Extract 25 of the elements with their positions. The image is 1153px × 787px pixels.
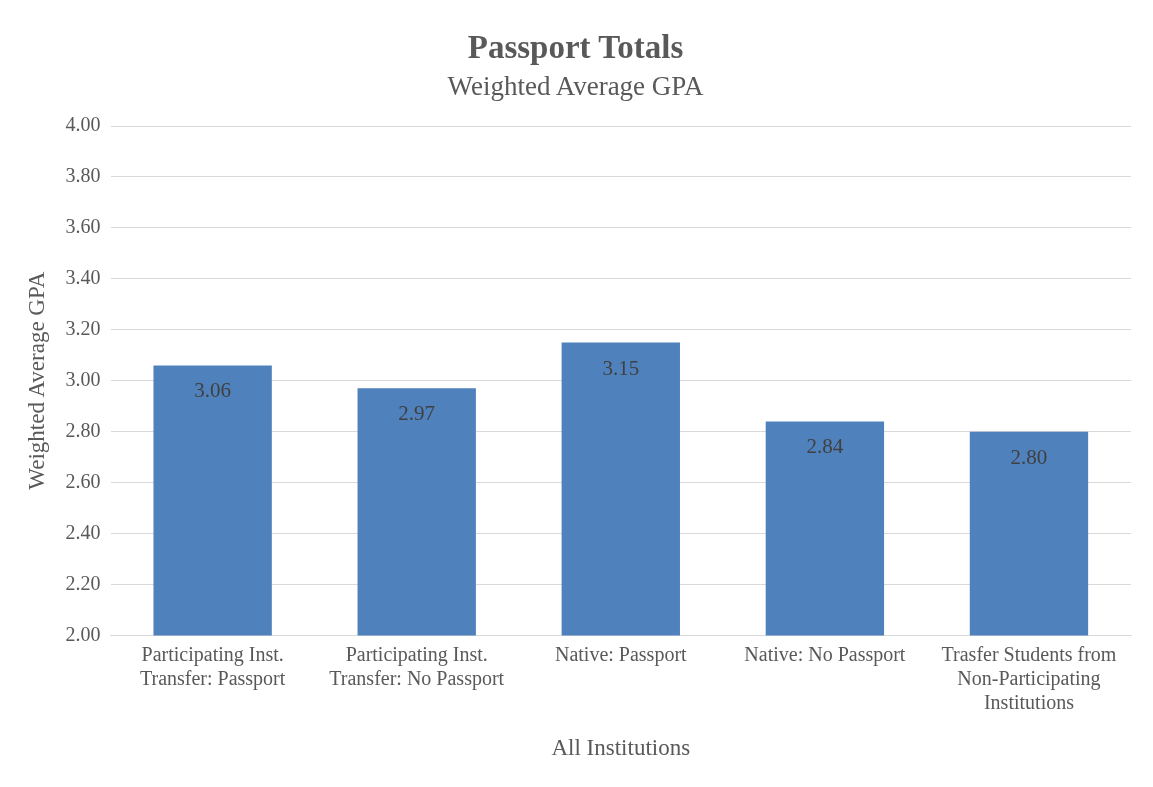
x-tick-label: Participating Inst. Transfer: No Passport — [329, 642, 505, 690]
data-label: 2.97 — [398, 401, 436, 426]
x-tick-label: Native: No Passport — [744, 642, 906, 666]
y-tick-label: 2.80 — [65, 418, 101, 441]
x-axis-title: All Institutions — [551, 735, 691, 761]
data-label: 2.80 — [1010, 444, 1048, 469]
chart-subtitle: Weighted Average GPA — [447, 70, 704, 101]
y-tick-label: 3.80 — [65, 164, 101, 187]
data-label: 3.06 — [194, 378, 232, 403]
chart-title: Passport Totals — [467, 29, 684, 66]
y-tick-label: 3.40 — [65, 266, 101, 289]
data-label: 2.84 — [806, 434, 844, 459]
y-tick-label: 3.20 — [65, 317, 101, 340]
y-axis-title: Weighted Average GPA — [23, 271, 49, 490]
y-tick-label: 3.00 — [65, 367, 101, 390]
x-tick-label: Trasfer Students from Non-Participating Institutions — [941, 642, 1117, 713]
y-tick-label: 2.20 — [65, 571, 101, 594]
x-tick-label: Participating Inst. Transfer: Passport — [139, 642, 286, 690]
x-tick-label: Native: Passport — [554, 642, 688, 666]
y-tick-label: 2.00 — [65, 622, 101, 645]
y-tick-label: 4.00 — [65, 113, 101, 136]
data-label: 3.15 — [602, 355, 640, 380]
y-tick-label: 3.60 — [65, 215, 101, 238]
y-tick-label: 2.60 — [65, 469, 101, 492]
y-tick-label: 2.40 — [65, 520, 101, 543]
